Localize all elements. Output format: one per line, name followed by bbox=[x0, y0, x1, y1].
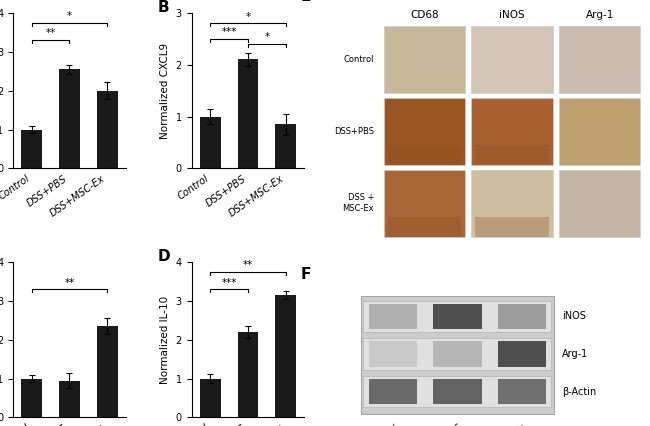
Bar bbox=[476, 145, 549, 165]
Bar bbox=[369, 342, 417, 367]
Bar bbox=[363, 376, 551, 407]
Text: Control: Control bbox=[344, 55, 374, 64]
Bar bbox=[21, 379, 42, 417]
Bar bbox=[434, 342, 482, 367]
Text: ***: *** bbox=[222, 27, 237, 37]
Text: iNOS: iNOS bbox=[562, 311, 586, 321]
Text: DSS+MSC-Ex: DSS+MSC-Ex bbox=[477, 423, 528, 426]
Y-axis label: Normalized IL-10: Normalized IL-10 bbox=[160, 296, 170, 384]
Bar bbox=[238, 60, 258, 168]
Text: B: B bbox=[157, 0, 169, 15]
Bar bbox=[559, 170, 640, 237]
Bar bbox=[59, 69, 80, 168]
Bar bbox=[498, 342, 546, 367]
Text: DSS+PBS: DSS+PBS bbox=[334, 127, 374, 136]
Bar bbox=[476, 216, 549, 237]
Bar bbox=[471, 170, 552, 237]
Text: DSS +
MSC-Ex: DSS + MSC-Ex bbox=[343, 193, 374, 213]
Bar bbox=[434, 379, 482, 404]
Text: DSS+PBS: DSS+PBS bbox=[426, 423, 464, 426]
Text: CD68: CD68 bbox=[410, 9, 439, 20]
Bar bbox=[369, 304, 417, 329]
Bar bbox=[21, 130, 42, 168]
Bar bbox=[476, 73, 549, 93]
Bar bbox=[363, 338, 551, 370]
Text: D: D bbox=[157, 249, 170, 265]
Bar bbox=[563, 73, 636, 93]
Text: β-Actin: β-Actin bbox=[562, 387, 596, 397]
Y-axis label: Normalized CXCL9: Normalized CXCL9 bbox=[160, 43, 170, 139]
Bar bbox=[471, 26, 552, 93]
Bar bbox=[59, 380, 80, 417]
Bar bbox=[369, 379, 417, 404]
Bar bbox=[559, 98, 640, 165]
Bar bbox=[384, 170, 465, 237]
Bar bbox=[388, 216, 461, 237]
Bar bbox=[276, 124, 296, 168]
Bar bbox=[97, 326, 118, 417]
Text: *: * bbox=[246, 12, 250, 22]
Text: *: * bbox=[265, 32, 269, 42]
Bar bbox=[563, 216, 636, 237]
Bar bbox=[388, 73, 461, 93]
Text: Arg-1: Arg-1 bbox=[562, 349, 588, 359]
Bar bbox=[388, 145, 461, 165]
Bar bbox=[200, 117, 221, 168]
Text: ***: *** bbox=[222, 277, 237, 288]
Text: E: E bbox=[300, 0, 311, 4]
Bar bbox=[384, 26, 465, 93]
Text: iNOS: iNOS bbox=[499, 9, 525, 20]
Bar bbox=[563, 145, 636, 165]
Bar bbox=[434, 304, 482, 329]
Text: F: F bbox=[300, 267, 311, 282]
Text: *: * bbox=[67, 11, 72, 21]
Text: **: ** bbox=[64, 277, 75, 288]
Bar bbox=[363, 301, 551, 332]
Text: Control: Control bbox=[370, 423, 400, 426]
Text: **: ** bbox=[46, 29, 56, 38]
Text: **: ** bbox=[243, 260, 253, 270]
Bar bbox=[498, 304, 546, 329]
Bar bbox=[200, 379, 221, 417]
Bar bbox=[498, 379, 546, 404]
Bar bbox=[559, 26, 640, 93]
Text: Arg-1: Arg-1 bbox=[586, 9, 614, 20]
Bar bbox=[361, 296, 554, 414]
Bar bbox=[276, 295, 296, 417]
Bar bbox=[238, 332, 258, 417]
Bar bbox=[384, 98, 465, 165]
Bar bbox=[471, 98, 552, 165]
Bar bbox=[97, 91, 118, 168]
